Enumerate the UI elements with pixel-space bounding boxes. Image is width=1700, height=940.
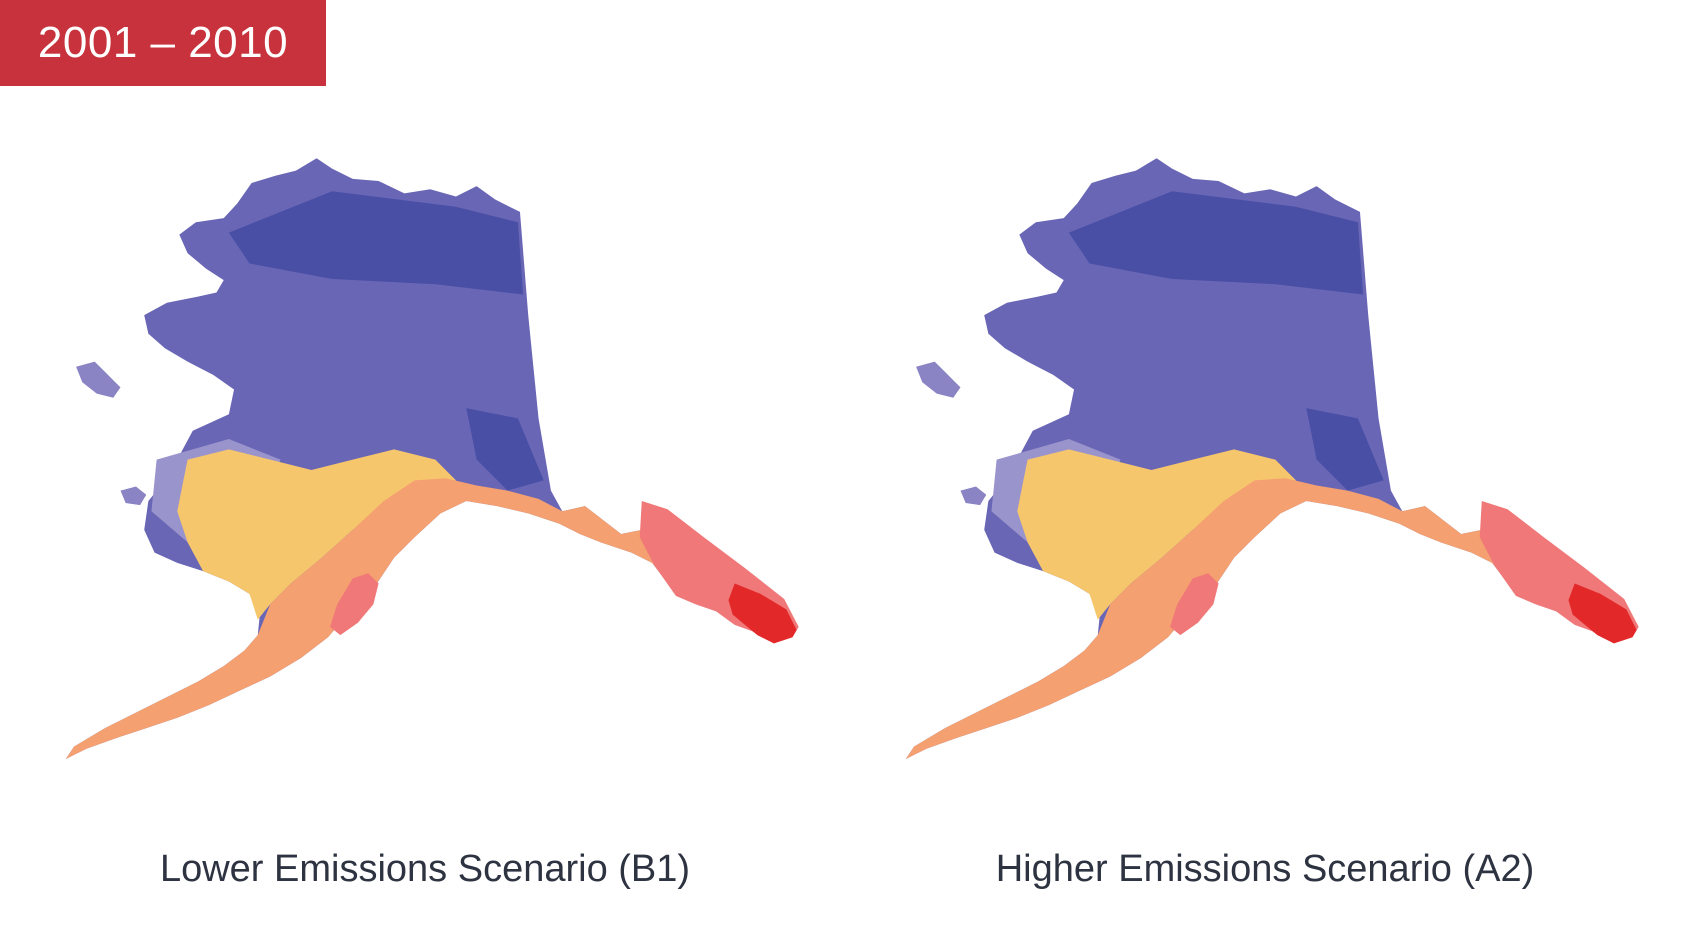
arctic-region bbox=[228, 191, 524, 295]
eastern-range bbox=[466, 408, 544, 491]
st-lawrence-island bbox=[916, 361, 961, 398]
eastern-range bbox=[1306, 408, 1384, 491]
map-higher-emissions bbox=[850, 150, 1680, 790]
period-label: 2001 – 2010 bbox=[37, 18, 289, 67]
alaska-map-b1 bbox=[65, 158, 799, 760]
arctic-region bbox=[1068, 191, 1364, 295]
caption-lower-emissions: Lower Emissions Scenario (B1) bbox=[159, 848, 691, 890]
nunivak-island bbox=[120, 486, 147, 506]
st-lawrence-island bbox=[76, 361, 121, 398]
period-badge: 2001 – 2010 bbox=[0, 0, 326, 86]
map-lower-emissions bbox=[10, 150, 840, 790]
nunivak-island bbox=[960, 486, 987, 506]
caption-higher-emissions: Higher Emissions Scenario (A2) bbox=[995, 848, 1535, 890]
alaska-map-a2 bbox=[905, 158, 1639, 760]
